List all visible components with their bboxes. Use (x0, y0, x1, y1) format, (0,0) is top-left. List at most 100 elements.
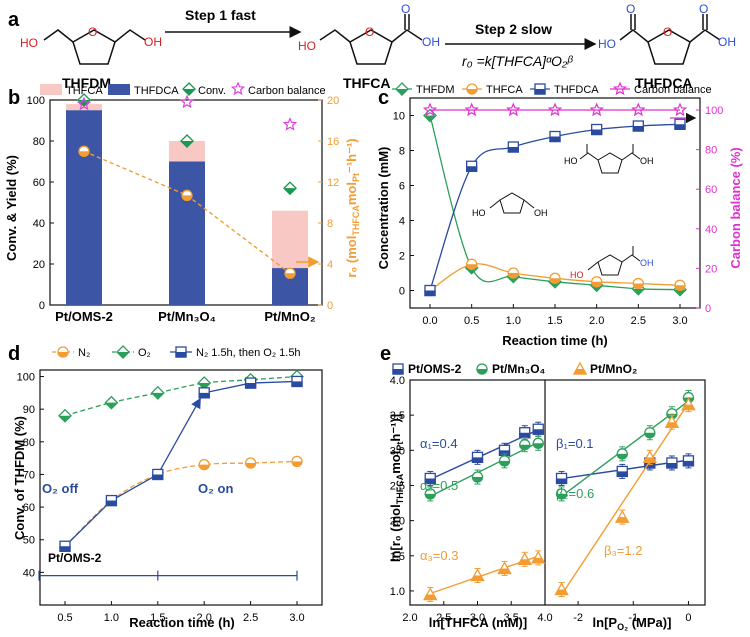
b-ylabel-right: r₀ (molTHFCAmolPt⁻¹h⁻¹) (344, 138, 361, 277)
e-left-marker-0-fill (424, 478, 436, 485)
d-catalyst-label: Pt/OMS-2 (48, 551, 102, 565)
c-legend-thfdca-label: THFDCA (554, 84, 599, 96)
c-ytick-label: 6 (399, 181, 405, 193)
e-right-fit-2 (560, 402, 690, 596)
e-right-marker-0-fill (555, 478, 568, 485)
panel-label-b: b (8, 87, 20, 109)
e-beta-label: β₃=1.2 (604, 543, 642, 558)
e-left-marker-2-fill (497, 568, 512, 575)
d-marker-2 (198, 387, 210, 399)
e-left-marker-0 (532, 423, 544, 435)
e-left-marker-1 (424, 488, 436, 500)
d-legend-label: N₂ (78, 347, 90, 359)
c-legend-thfdm-marker-fill (395, 89, 409, 96)
d-ytick-label: 100 (17, 372, 35, 384)
c-marker-carbon (464, 102, 479, 117)
d-xlabel: Reaction time (h) (129, 615, 234, 630)
c-marker-thfdm-fill (631, 288, 646, 296)
c-marker-thfdca-fill (549, 136, 561, 143)
d-marker-1 (150, 385, 165, 400)
d-legend-marker-fill (175, 352, 187, 358)
c-thfdca-structure (579, 144, 641, 174)
d-legend-marker (57, 346, 69, 358)
e-beta-label: β₂=0.6 (556, 486, 594, 501)
panel-label-d: d (8, 343, 20, 365)
d-marker-2 (152, 468, 164, 481)
e-left-marker-2 (423, 587, 438, 601)
e-legend-marker-fill (476, 369, 488, 375)
e-ytick-label: 1.0 (390, 586, 405, 598)
b-carbon-marker (282, 117, 298, 131)
e-right-marker-1 (555, 488, 568, 500)
c-marker-thfdca-fill (466, 166, 478, 172)
c-xlabel: Reaction time (h) (502, 333, 607, 348)
e-right-marker-2 (664, 414, 679, 428)
e-right-marker-2-fill (642, 457, 657, 463)
e-xlabel-right: ln[PO₂ (MPa)] (593, 615, 672, 632)
d-legend-marker-fill (57, 352, 69, 358)
e-right-marker-2 (681, 397, 696, 411)
d-marker-2 (105, 494, 118, 507)
atom-oh-thfdm: OH (144, 35, 162, 49)
e-left-marker-0 (471, 451, 484, 463)
c-thfca-ho: HO (570, 270, 584, 280)
e-right-xtick-label: -2 (573, 612, 583, 624)
e-left-marker-1 (498, 455, 511, 467)
c-marker-thfdm-fill (589, 285, 604, 293)
atom-ho-thfdca: HO (598, 37, 616, 51)
e-right-marker-2-fill (554, 589, 569, 596)
e-right-marker-0-fill (616, 471, 628, 478)
c-marker-thfdca-fill (632, 126, 644, 132)
b-category-label: Pt/MnO₂ (264, 309, 315, 324)
c-marker-thfdca (466, 160, 478, 172)
c-legend-thfca-label: THFCA (486, 84, 523, 96)
d-legend-marker (116, 345, 130, 359)
atom-o-thfdm: O (88, 25, 97, 39)
panel-label-e: e (380, 343, 391, 365)
c-ytick-right-label: 0 (705, 303, 711, 315)
c-thfdm-structure (489, 192, 535, 214)
d-marker-1-fill (150, 392, 165, 400)
e-ytick-label: 4.0 (390, 375, 405, 387)
c-marker-carbon (547, 102, 563, 117)
c-ytick-right-label: 80 (705, 145, 717, 157)
e-left-marker-1-fill (519, 444, 531, 451)
b-ytick-right-label: 0 (327, 300, 333, 312)
b-carbon-marker (179, 94, 195, 109)
e-legend-marker (572, 361, 588, 375)
c-legend-thfdm-label: THFDM (416, 84, 455, 96)
c-marker-thfca-fill (632, 283, 644, 290)
d-marker-2-fill (105, 500, 118, 507)
e-plot-frame (409, 379, 706, 606)
b-bar-thfca (272, 210, 308, 269)
d-line-switch-arrow (157, 397, 201, 475)
e-right-marker-1-fill (616, 453, 628, 460)
atom-o-carbonyl-right: O (699, 2, 708, 16)
e-left-xtick-label: 3.0 (470, 612, 485, 624)
b-r0-marker-fill (284, 273, 296, 279)
b-ytick-label: 20 (33, 259, 45, 271)
e-alpha-label: α₃=0.3 (420, 548, 458, 563)
b-r0-marker-fill (181, 195, 193, 201)
c-marker-thfdca (674, 118, 686, 130)
e-left-xtick-label: 2.5 (436, 612, 451, 624)
e-right-marker-0-fill (666, 462, 678, 469)
d-ylabel: Conv. of THFDM (%) (12, 416, 27, 540)
d-marker-2-fill (59, 546, 71, 552)
e-left-fit-1 (429, 441, 539, 497)
c-marker-thfdm-fill (548, 281, 562, 289)
d-annotation-o2-on: O₂ on (198, 481, 233, 496)
d-marker-1 (58, 408, 72, 423)
thfdca-structure (619, 14, 721, 65)
c-marker-thfca-fill (674, 285, 686, 291)
e-right-marker-2-fill (615, 517, 630, 523)
compound-label-thfdca: THFDCA (635, 75, 693, 91)
b-r0-marker-fill (78, 151, 90, 157)
b-ytick-label: 80 (33, 136, 45, 148)
b-r0-marker (284, 267, 296, 279)
step2-label: Step 2 slow (475, 21, 552, 37)
atom-oh-thfca: OH (422, 35, 440, 49)
e-left-marker-1 (532, 437, 544, 449)
b-legend-thfdca-label: THFDCA (134, 85, 179, 97)
c-thfca-structure (587, 246, 641, 276)
